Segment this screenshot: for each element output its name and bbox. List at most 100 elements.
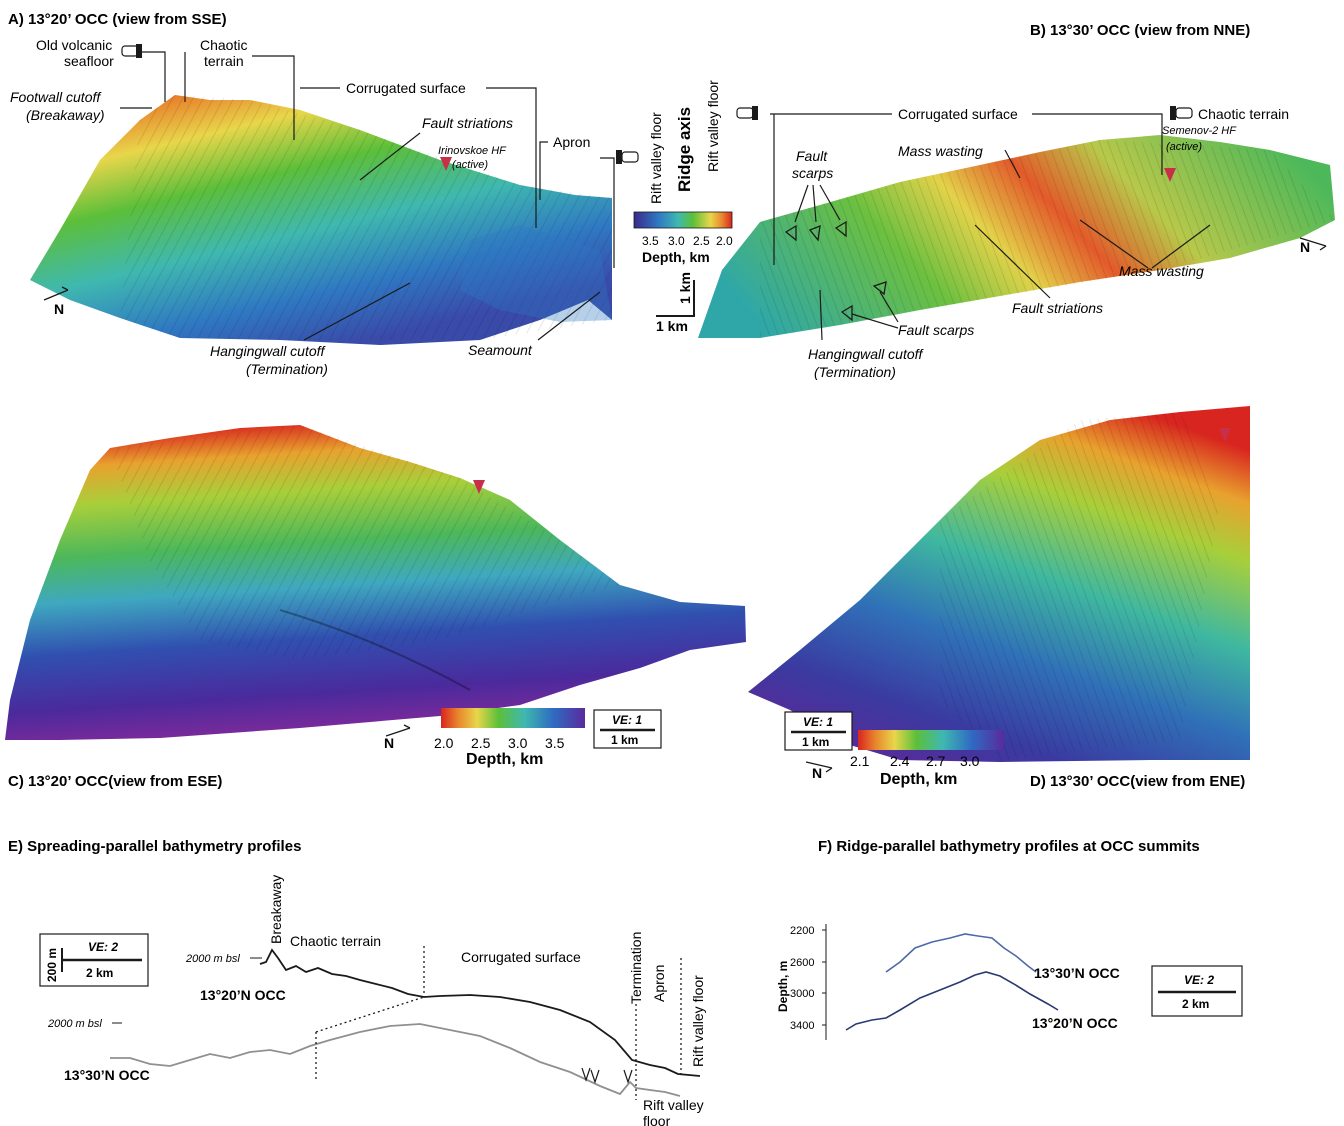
label-hangingwall-1: Hangingwall cutoff (210, 343, 327, 359)
label-rift-floor-2: floor (643, 1113, 671, 1126)
panel-a-leader-old-seafloor (135, 51, 166, 102)
ve-label-c: VE: 1 (612, 713, 642, 727)
north-arrow-icon (805, 761, 833, 773)
panel-a-leader-striations (359, 132, 421, 181)
pointing-hand-icon (736, 106, 758, 120)
center-legend: Rift valley floor Ridge axis Rift valley… (633, 80, 733, 334)
f-axis-tick-label: 3400 (790, 1020, 814, 1032)
label-old-seafloor-2: seafloor (64, 53, 114, 69)
panel-b-leader-mass-bottom (1079, 219, 1149, 269)
f-axis-tick-label: 3000 (790, 988, 814, 1000)
label-semenov-hf-1: Semenov-2 HF (1162, 125, 1237, 137)
panel-c-termination-trace (279, 609, 471, 691)
panel-b-title: B) 13°30’ OCC (view from NNE) (1030, 22, 1250, 39)
label-rift-valley-floor-b: Rift valley floor (705, 80, 721, 172)
fault-scarp-arrow-icon (581, 1067, 591, 1082)
label-corrugated-surface-b: Corrugated surface (898, 106, 1018, 122)
north-arrow-icon (1299, 237, 1327, 251)
pointing-hand-icon (1170, 106, 1193, 120)
ve-scale-label-c: 1 km (611, 733, 638, 747)
ve-scale-vertical-label-e: 200 m (45, 948, 59, 982)
label-apron: Apron (553, 134, 590, 150)
label-chaotic-2: terrain (204, 53, 244, 69)
scale-bar-horizontal-label: 1 km (656, 318, 688, 334)
panel-d-striations (940, 412, 1220, 760)
panel-a-vent-marker (440, 157, 452, 171)
colorbar-c-tick: 3.5 (545, 735, 565, 751)
label-irinovskoe-hf-2: (active) (452, 159, 488, 171)
panel-b-leader-mass-top (1004, 149, 1021, 179)
ve-scale-label-d: 1 km (802, 735, 829, 749)
label-chaotic-terrain-b: Chaotic terrain (1198, 106, 1289, 122)
colorbar-d-tick: 2.7 (926, 753, 946, 769)
pointing-hand-icon (616, 150, 639, 164)
fault-scarp-marker-icon (784, 224, 797, 242)
colorbar-c (441, 708, 585, 728)
label-fault-striations: Fault striations (422, 115, 513, 131)
colorbar-a-tick: 2.0 (716, 234, 733, 248)
panel-b-leader-hangingwall (819, 289, 823, 341)
label-footwall-1: Footwall cutoff (10, 89, 102, 105)
correlation-line (315, 996, 425, 1033)
label-chaotic-1: Chaotic (200, 37, 247, 53)
panel-b-leader-scarps-lower-2 (851, 313, 899, 329)
ve-label-e: VE: 2 (88, 940, 118, 954)
label-rift-valley-floor-a: Rift valley floor (648, 112, 664, 204)
panel-a-leader-hangingwall (303, 282, 411, 341)
panel-b-leader-corrugated-right (1032, 113, 1163, 175)
north-arrow-icon (385, 724, 411, 737)
colorbar-d (858, 730, 1004, 750)
f-axis-tick-label: 2200 (790, 925, 814, 937)
fault-scarp-marker-icon (872, 281, 887, 296)
f-axis-tick-label: 2600 (790, 957, 814, 969)
colorbar-d-tick: 2.1 (850, 753, 870, 769)
panel-b-leader-scarp-1 (794, 184, 809, 223)
label-13-20-occ-e: 13°20’N OCC (200, 987, 286, 1003)
summit-profile-13-30 (885, 933, 1037, 973)
label-breakaway: Breakaway (268, 875, 284, 944)
label-fault-striations-b: Fault striations (1012, 300, 1103, 316)
label-termination: Termination (628, 932, 644, 1004)
panel-b-striations (760, 140, 1335, 338)
label-semenov-hf-2: (active) (1166, 141, 1202, 153)
label-13-20-occ-f: 13°20’N OCC (1032, 1015, 1118, 1031)
label-chaotic-terrain-e: Chaotic terrain (290, 933, 381, 949)
panel-b-leader-scarps-lower (879, 291, 899, 323)
colorbar-a-tick: 2.5 (693, 234, 710, 248)
colorbar-c-tick: 2.0 (434, 735, 454, 751)
north-arrow-icon (43, 286, 69, 301)
panel-a-leader-chaotic (252, 55, 295, 140)
panel-a: A) 13°20’ OCC (view from SSE) Old volcan… (8, 11, 639, 377)
panel-f-title: F) Ridge-parallel bathymetry profiles at… (818, 838, 1200, 855)
panel-b-leader-mass-bottom-2 (1151, 224, 1211, 269)
colorbar-a-title: Depth, km (642, 249, 710, 265)
label-hangingwall-b-2: (Termination) (814, 364, 896, 380)
label-ridge-axis: Ridge axis (675, 107, 694, 192)
north-label: N (54, 301, 64, 317)
colorbar-d-title: Depth, km (880, 771, 957, 788)
panel-b-vent-marker (1164, 168, 1176, 182)
pointing-hand-icon (121, 44, 142, 58)
colorbar-a-tick: 3.5 (642, 234, 659, 248)
panel-b-leader-scarp-2 (812, 184, 817, 223)
colorbar-d-tick: 3.0 (960, 753, 980, 769)
label-irinovskoe-hf-1: Irinovskoe HF (438, 145, 507, 157)
fault-scarp-marker-icon (834, 220, 847, 238)
panel-a-leader-corrugated-right (486, 87, 537, 228)
colorbar-a-tick: 3.0 (668, 234, 685, 248)
fault-scarp-marker-icon (808, 224, 821, 242)
panel-d-title: D) 13°30’ OCC(view from ENE) (1030, 773, 1245, 790)
ve-label-f: VE: 2 (1184, 973, 1214, 987)
panel-e: E) Spreading-parallel bathymetry profile… (8, 838, 706, 1126)
profile-13-20-line (259, 948, 701, 1077)
panel-c-striations (110, 425, 620, 660)
panel-a-leader-rift (600, 157, 615, 268)
panel-b-leader-scarp-3 (819, 184, 841, 221)
panel-c: N 2.0 2.5 3.0 3.5 Depth, km VE: 1 1 km C… (5, 425, 746, 790)
datum-lower-label: 2000 m bsl (47, 1018, 102, 1030)
ve-label-d: VE: 1 (803, 715, 833, 729)
colorbar-c-tick: 2.5 (471, 735, 491, 751)
fault-scarp-arrow-icon (590, 1069, 600, 1084)
ve-scale-label-e: 2 km (86, 966, 113, 980)
